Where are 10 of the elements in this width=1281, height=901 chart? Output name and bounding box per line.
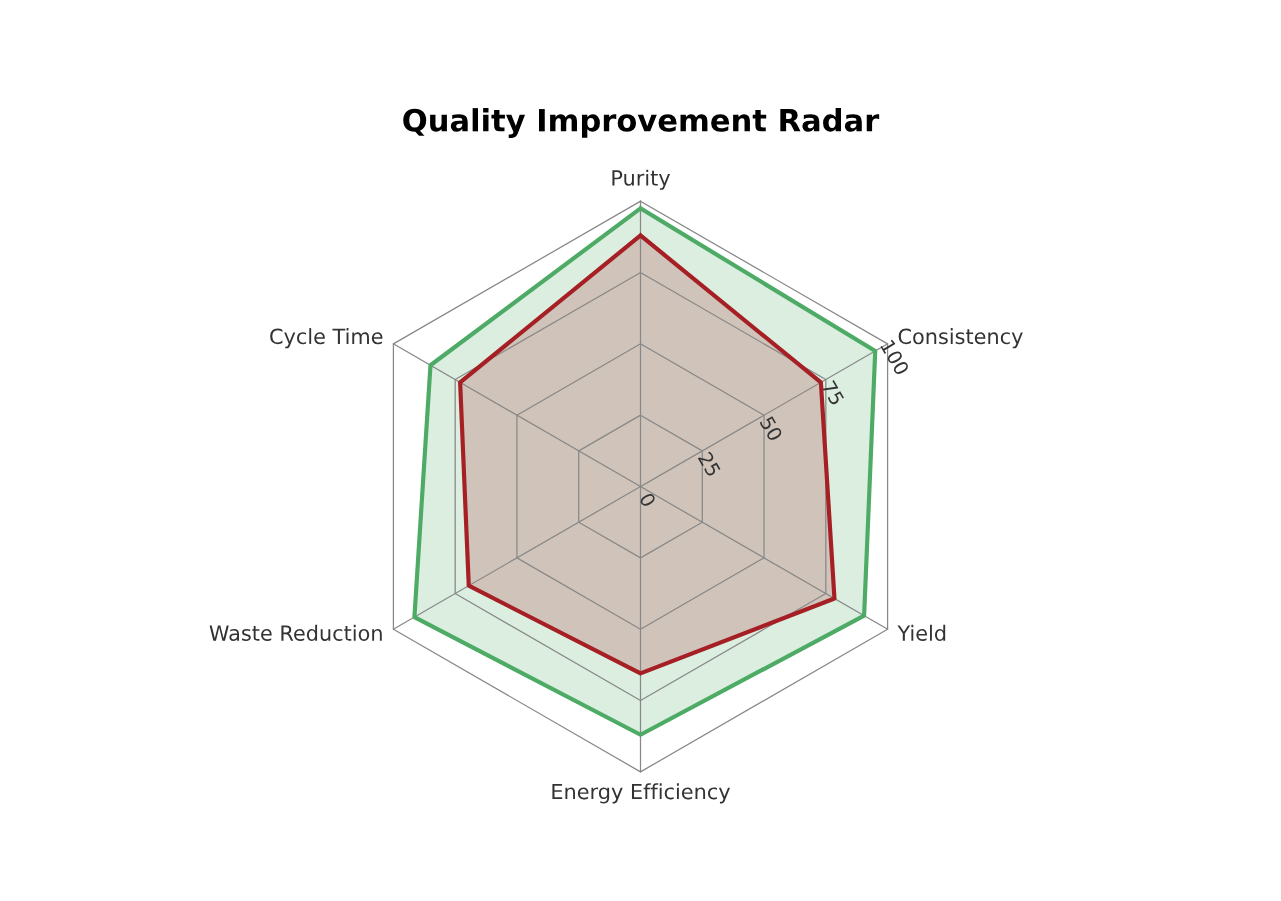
spoke-label: Purity <box>612 169 671 190</box>
spoke-label: Energy Efficiency <box>552 783 730 804</box>
spoke-label: Cycle Time <box>270 328 383 349</box>
y-tick-label: 0 <box>638 492 657 508</box>
spoke-label: Yield <box>897 624 946 641</box>
y-tick-label: 50 <box>759 415 784 442</box>
chart-title: Quality Improvement Radar <box>403 108 880 138</box>
y-tick-label: 75 <box>821 380 845 406</box>
spoke-label: Waste Reduction <box>209 624 382 641</box>
y-tick-label: 25 <box>697 451 722 478</box>
